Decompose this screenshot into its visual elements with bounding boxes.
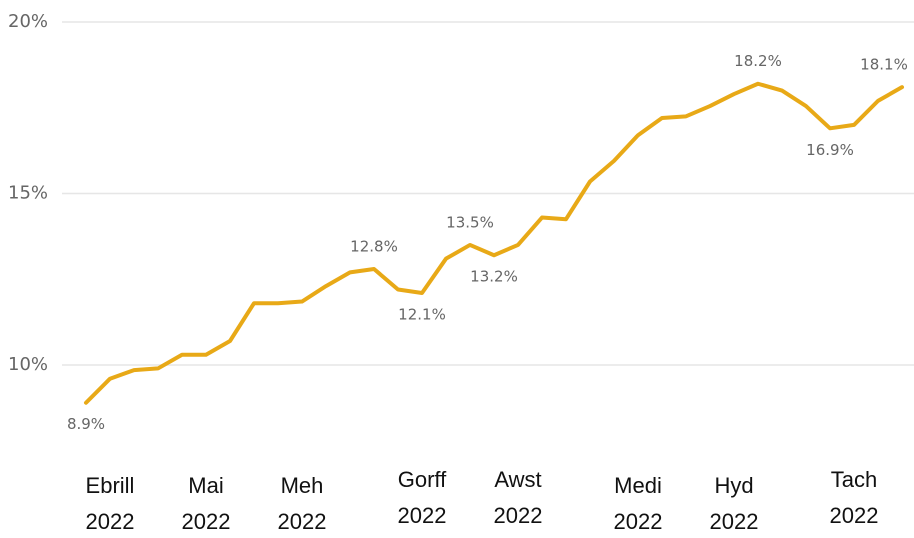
x-tick-label: Hyd 2022 <box>709 473 759 534</box>
data-label: 13.5% <box>446 213 494 231</box>
x-tick-label: Awst 2022 <box>493 467 543 528</box>
data-label: 12.8% <box>350 237 398 255</box>
data-label: 13.2% <box>470 268 518 286</box>
x-tick-label: Medi 2022 <box>613 473 663 534</box>
y-tick-label: 10% <box>8 354 48 375</box>
x-tick-label: Meh 2022 <box>277 473 327 534</box>
x-tick-label: Ebrill 2022 <box>85 473 135 534</box>
data-label: 8.9% <box>67 415 105 433</box>
line <box>84 81 904 405</box>
x-tick-label: Mai 2022 <box>181 473 231 534</box>
data-label: 16.9% <box>806 141 854 159</box>
y-tick-label: 20% <box>8 11 48 32</box>
x-tick-label: Tach 2022 <box>829 467 879 528</box>
x-tick-label: Gorff 2022 <box>397 467 447 528</box>
data-label: 18.1% <box>860 56 908 74</box>
data-label: 18.2% <box>734 52 782 70</box>
y-tick-label: 15% <box>8 183 48 204</box>
data-label: 12.1% <box>398 305 446 323</box>
